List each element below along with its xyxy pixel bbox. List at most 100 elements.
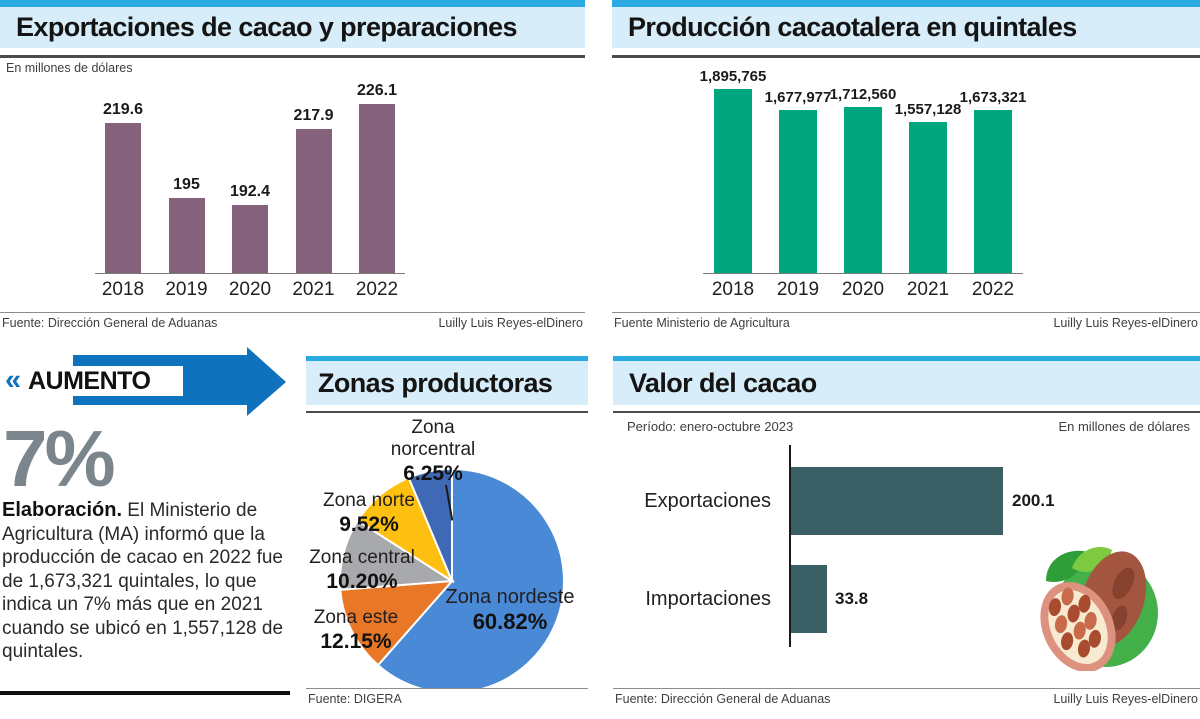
pie-graphic [339,468,565,688]
source-row: Fuente: Dirección General de Aduanas Lui… [615,692,1198,706]
elaboracion-paragraph: Elaboración. El Ministerio de Agricultur… [2,499,292,664]
x-tick-2020: 2020 [841,279,885,301]
header-rule [0,55,585,58]
credit-text: Luilly Luis Reyes-elDinero [1053,692,1198,706]
bar-value-label: 192.4 [229,183,271,200]
bar-2018: 219.6 [103,101,143,273]
pie-label-norte: Zona norte 9.52% [314,490,424,537]
header-rule [613,411,1200,413]
bar-column-2018: 219.6 [103,101,143,273]
x-tick-2019: 2019 [776,279,820,301]
bar-column-2021: 217.9 [293,107,334,273]
slice-name: Zona central [309,547,415,568]
y-axis [789,445,791,647]
source-text: Fuente: Dirección General de Aduanas [2,316,218,330]
units-note: En millones de dólares [1058,419,1190,434]
pie-label-central: Zona central 10.20% [306,547,418,594]
pie-slice-zona-nordeste [376,468,565,688]
x-tick-text: 2019 [165,279,208,300]
bar-label-exportaciones: Exportaciones [644,489,771,512]
bar-2019: 1,677,977 [765,89,831,273]
pie-label-nordeste: Zona nordeste 60.82% [445,585,575,634]
bar-column-2019: 195 [168,176,205,273]
exportaciones-bar-chart: 219.6 195 192.4 217.9 226.1 2018 2019 2020 2021… [95,82,405,301]
double-rule-divider [0,691,290,695]
bar-value-label: 195 [173,176,200,193]
source-text: Fuente Ministerio de Agricultura [614,316,790,330]
source-divider [0,312,585,313]
source-row: Fuente: Dirección General de Aduanas Lui… [2,316,583,330]
x-axis-labels: 2018 2019 2020 2021 2022 [703,279,1023,301]
bar-column-2022: 226.1 [357,82,397,273]
x-tick-2022: 2022 [356,279,398,301]
bar-value-label: 1,895,765 [699,68,767,85]
bar-column-2019: 1,677,977 [765,89,831,273]
bar-2022: 226.1 [357,82,397,273]
bar-value-label: 226.1 [356,82,398,99]
x-tick-text: 2021 [906,279,950,300]
header-accent-strip [612,0,1200,7]
panel-aumento: « AUMENTO 7% Elaboración. El Ministerio … [0,345,292,719]
panel-title: Producción cacaotalera en quintales [628,12,1077,42]
x-tick-2021: 2021 [906,279,950,301]
header-accent-strip [0,0,585,7]
slice-name: Zona norte [323,490,415,511]
paragraph-body: El Ministerio de Agricultura (MA) inform… [2,500,284,662]
x-tick-text: 2018 [711,279,755,300]
header-band: Exportaciones de cacao y preparaciones [0,7,585,48]
bar-exportaciones [791,467,1003,535]
x-tick-text: 2021 [292,279,335,300]
source-row: Fuente Ministerio de Agricultura Luilly … [614,316,1198,330]
produccion-bar-chart: 1,895,765 1,677,977 1,712,560 1,557,128 1,67… [700,68,1027,301]
bar-value-label: 1,677,977 [764,89,832,106]
panel-title: Exportaciones de cacao y preparaciones [16,12,518,42]
bar-value-label: 1,712,560 [829,86,897,103]
aumento-banner: AUMENTO [25,366,183,396]
guillemet-marker: « [5,364,22,396]
slice-percent: 12.15% [320,630,392,653]
bar-column-2020: 192.4 [230,183,270,273]
pie-label-norcentral: Zona norcentral 6.25% [372,417,494,486]
bar-value-exportaciones: 200.1 [1012,491,1055,510]
header-accent-strip [613,356,1200,361]
source-text: Fuente: Dirección General de Aduanas [615,692,831,706]
bar-value-label: 1,557,128 [894,101,962,118]
header-rule [306,411,588,413]
aumento-banner-label: AUMENTO [28,366,151,395]
bar-2018: 1,895,765 [700,68,766,273]
slice-percent: 9.52% [339,513,399,536]
x-tick-2021: 2021 [292,279,334,301]
credit-text: Luilly Luis Reyes-elDinero [1053,316,1198,330]
pie-label-este: Zona este 12.15% [306,607,406,654]
header-accent-strip [306,356,588,361]
header-band: Valor del cacao [613,361,1200,405]
bar-2022: 1,673,321 [960,89,1026,273]
x-tick-2018: 2018 [102,279,144,301]
x-tick-text: 2020 [841,279,885,300]
header-rule [612,55,1200,58]
bar-2021: 1,557,128 [895,101,961,273]
slice-percent: 10.20% [326,570,398,593]
bar-2019: 195 [168,176,205,273]
source-divider [306,688,588,689]
x-tick-text: 2020 [228,279,272,300]
header-band: Producción cacaotalera en quintales [612,7,1200,48]
cacao-fruit-illustration [1040,547,1158,671]
bar-label-importaciones: Importaciones [645,587,771,610]
x-tick-text: 2019 [776,279,820,300]
plot-area: 219.6 195 192.4 217.9 226.1 [95,82,405,273]
bar-column-2021: 1,557,128 [895,101,961,273]
arrow-head-icon [247,347,286,416]
source-divider [612,312,1200,313]
bar-column-2022: 1,673,321 [960,89,1026,273]
bar-2020: 1,712,560 [830,86,896,273]
x-tick-2020: 2020 [228,279,272,301]
source-divider [613,688,1200,689]
slice-percent: 6.25% [403,462,463,485]
bar-2021: 217.9 [293,107,334,273]
period-note: Período: enero-octubre 2023 [627,419,794,434]
pie-slice-zona-norcentral [407,468,453,582]
slice-name: Zona norcentral [390,417,476,460]
x-tick-2019: 2019 [165,279,207,301]
